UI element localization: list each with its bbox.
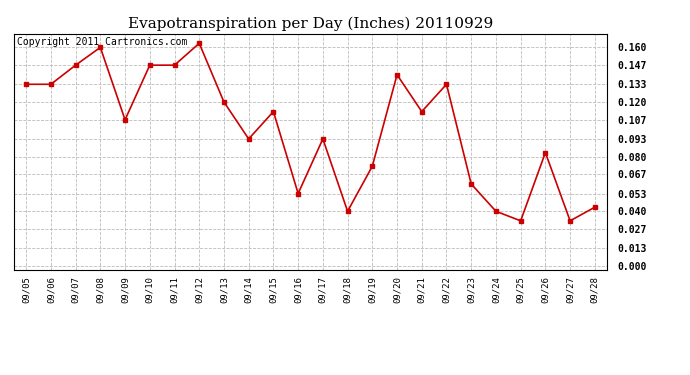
- Text: Copyright 2011 Cartronics.com: Copyright 2011 Cartronics.com: [17, 37, 187, 47]
- Title: Evapotranspiration per Day (Inches) 20110929: Evapotranspiration per Day (Inches) 2011…: [128, 17, 493, 31]
